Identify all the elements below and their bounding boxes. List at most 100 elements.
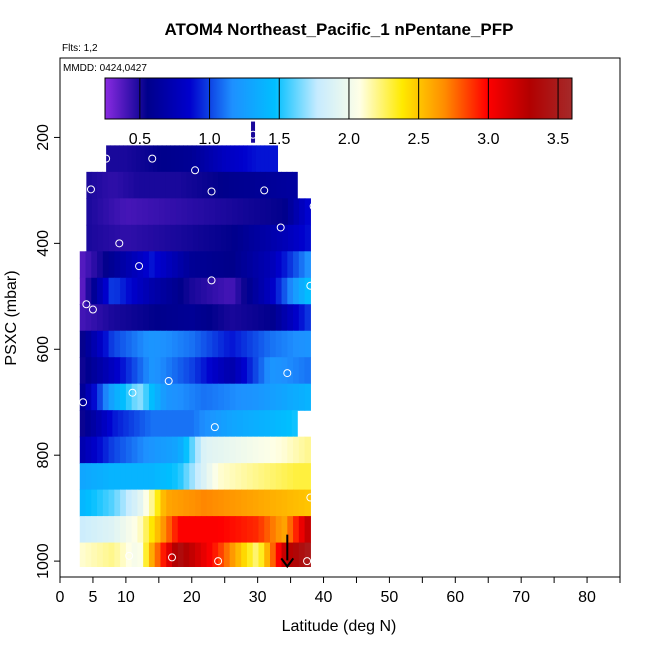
heatmap-cell bbox=[102, 436, 110, 464]
heatmap-cell bbox=[143, 542, 150, 568]
heatmap-cell bbox=[246, 304, 254, 332]
heatmap-cell bbox=[200, 277, 208, 305]
heatmap-cell bbox=[97, 489, 104, 517]
heatmap-cell bbox=[281, 383, 288, 411]
heatmap-cell bbox=[299, 224, 306, 252]
heatmap-cell bbox=[143, 383, 150, 411]
heatmap-cell bbox=[206, 251, 213, 279]
heatmap-cell bbox=[223, 542, 231, 568]
heatmap-cell bbox=[166, 463, 173, 491]
heatmap-cell bbox=[170, 198, 177, 226]
heatmap-cell bbox=[235, 463, 242, 491]
heatmap-cell bbox=[252, 516, 260, 544]
heatmap-cell bbox=[212, 383, 219, 411]
sample-point bbox=[88, 305, 97, 314]
heatmap-cell bbox=[258, 463, 265, 491]
heatmap-cell bbox=[139, 171, 145, 199]
heatmap-cell bbox=[166, 251, 173, 279]
heatmap-cell bbox=[148, 330, 156, 358]
heatmap-cell bbox=[264, 489, 271, 517]
heatmap-cell bbox=[166, 145, 171, 173]
heatmap-cell bbox=[183, 304, 190, 332]
heatmap-cell bbox=[268, 145, 274, 173]
heatmap-cell bbox=[177, 542, 185, 568]
heatmap-cell bbox=[148, 516, 156, 544]
heatmap-cell bbox=[97, 330, 104, 358]
heatmap-cell bbox=[125, 516, 133, 544]
heatmap-cell bbox=[91, 357, 98, 385]
heatmap-cell bbox=[200, 330, 208, 358]
heatmap-cell bbox=[223, 251, 231, 279]
sample-point bbox=[214, 557, 223, 566]
heatmap-cell bbox=[206, 436, 213, 464]
heatmap-cell bbox=[212, 304, 219, 332]
heatmap-cell bbox=[291, 171, 298, 199]
heatmap-cell bbox=[183, 357, 190, 385]
heatmap-cell bbox=[133, 171, 140, 199]
colorbar-tick-label: 1.0 bbox=[198, 131, 220, 148]
heatmap-cell bbox=[260, 171, 267, 199]
heatmap-cell bbox=[114, 357, 121, 385]
heatmap-cell bbox=[242, 410, 249, 438]
y-tick-label: 200 bbox=[35, 124, 52, 151]
heatmap-cell bbox=[264, 436, 271, 464]
heatmap-cell bbox=[270, 463, 277, 491]
heatmap-cell bbox=[241, 251, 248, 279]
heatmap-cell bbox=[304, 436, 311, 464]
sample-point bbox=[82, 300, 91, 309]
heatmap-cell bbox=[91, 489, 98, 517]
heatmap-cell bbox=[213, 145, 219, 173]
heatmap-cell bbox=[172, 277, 179, 305]
heatmap-cell bbox=[212, 516, 219, 544]
colorbar-tick-label: 1.5 bbox=[268, 131, 290, 148]
heatmap-cell bbox=[264, 145, 270, 173]
heatmap-cell bbox=[252, 542, 260, 568]
heatmap-cell bbox=[206, 304, 213, 332]
heatmap-cell bbox=[85, 516, 92, 544]
heatmap-cell bbox=[246, 436, 254, 464]
heatmap-cell bbox=[218, 542, 225, 568]
heatmap-cell bbox=[229, 357, 237, 385]
heatmap-cell bbox=[97, 436, 104, 464]
heatmap-cell bbox=[79, 383, 87, 411]
heatmap-cell bbox=[248, 224, 255, 252]
heatmap-cell bbox=[200, 383, 208, 411]
heatmap-cell bbox=[298, 277, 306, 305]
sample-point bbox=[207, 187, 216, 196]
heatmap-cells bbox=[79, 121, 311, 568]
heatmap-cell bbox=[218, 436, 225, 464]
heatmap-cell bbox=[251, 145, 257, 173]
heatmap-cell bbox=[252, 489, 260, 517]
heatmap-cell bbox=[110, 145, 116, 173]
heatmap-cell bbox=[143, 251, 150, 279]
heatmap-cell bbox=[160, 463, 167, 491]
heatmap-cell bbox=[304, 304, 311, 332]
heatmap-cell bbox=[136, 224, 143, 252]
heatmap-cell bbox=[229, 277, 237, 305]
heatmap-cell bbox=[298, 251, 306, 279]
heatmap-cell bbox=[103, 224, 110, 252]
heatmap-cell bbox=[304, 330, 311, 358]
heatmap-cell bbox=[264, 277, 271, 305]
heatmap-cell bbox=[304, 277, 311, 305]
heatmap-cell bbox=[223, 357, 231, 385]
heatmap-cell bbox=[226, 145, 231, 173]
heatmap-cell bbox=[293, 463, 300, 491]
heatmap-cell bbox=[183, 463, 190, 491]
heatmap-cell bbox=[293, 383, 300, 411]
heatmap-cell bbox=[241, 357, 248, 385]
heatmap-cell bbox=[203, 198, 211, 226]
heatmap-cell bbox=[241, 277, 248, 305]
heatmap-cell bbox=[131, 383, 139, 411]
heatmap-cell bbox=[193, 410, 200, 438]
heatmap-cell bbox=[206, 463, 213, 491]
heatmap-cell bbox=[177, 304, 185, 332]
heatmap-cell bbox=[286, 171, 293, 199]
heatmap-cell bbox=[120, 542, 127, 568]
heatmap-cell bbox=[181, 198, 188, 226]
heatmap-cell bbox=[226, 224, 233, 252]
heatmap-cell bbox=[117, 171, 124, 199]
heatmap-cell bbox=[280, 410, 287, 438]
heatmap-cell bbox=[275, 436, 283, 464]
heatmap-cell bbox=[231, 198, 239, 226]
